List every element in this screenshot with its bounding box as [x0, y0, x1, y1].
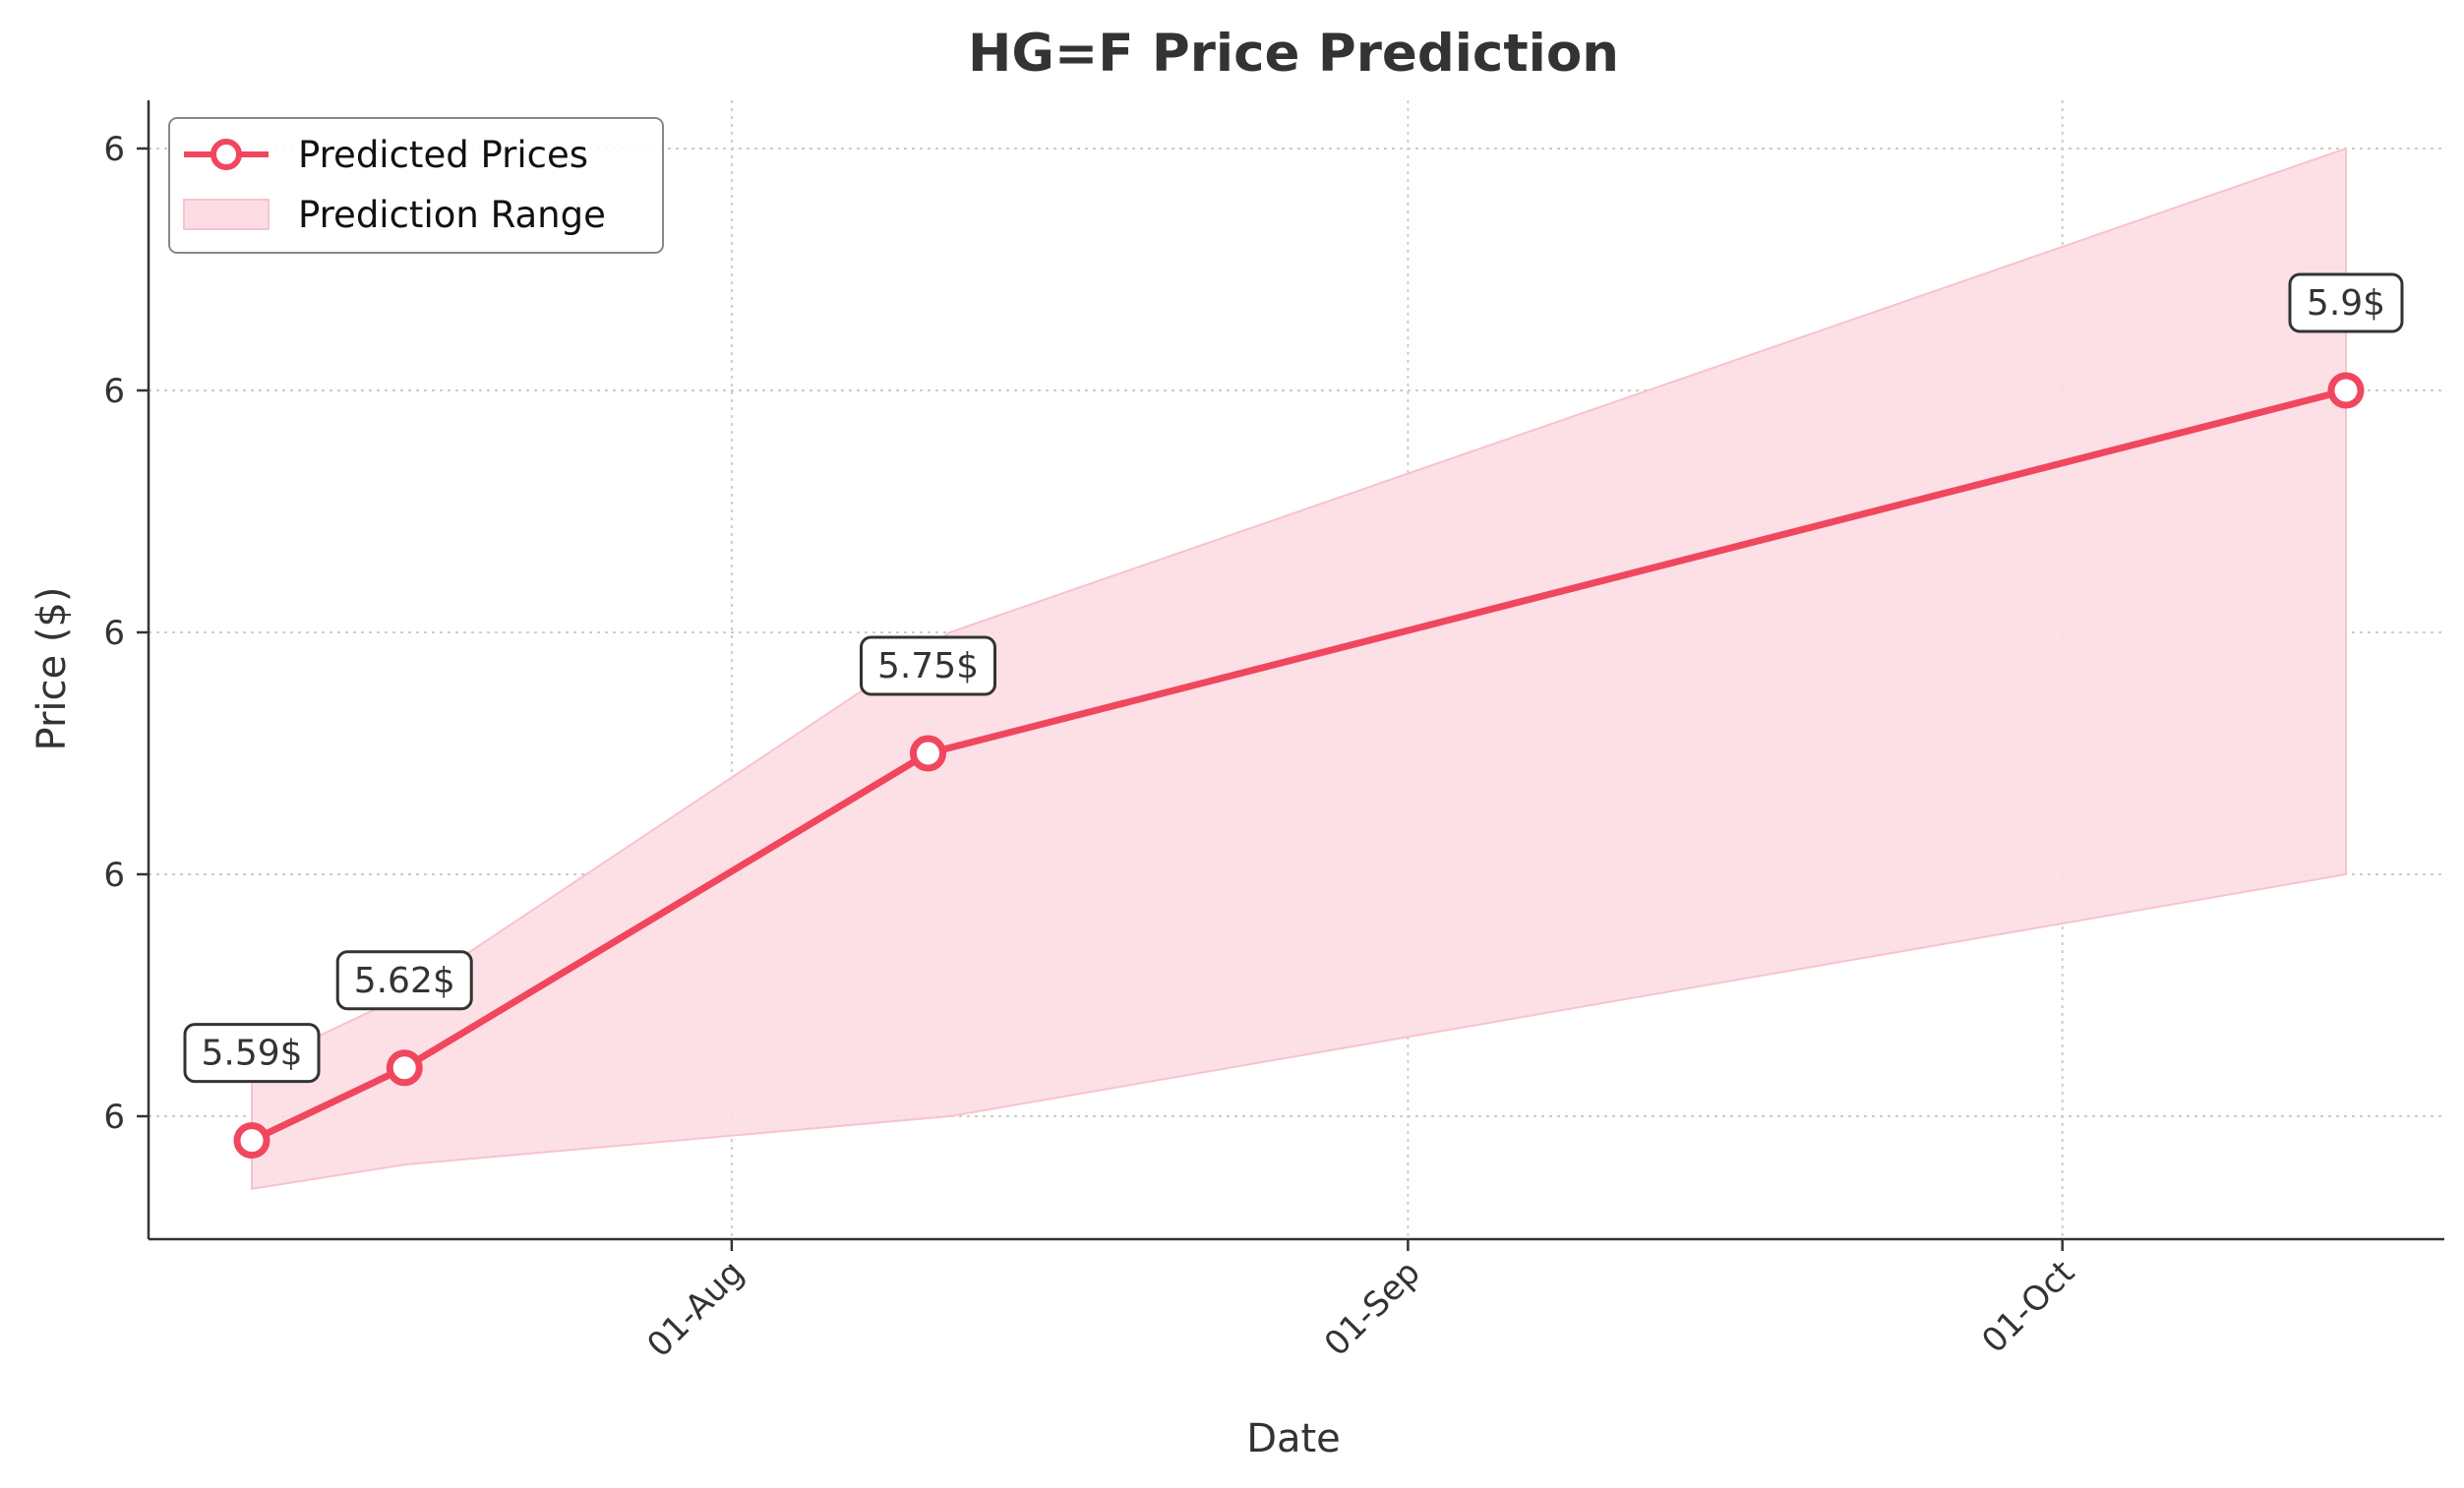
- data-point-marker: [909, 735, 946, 772]
- data-label-box: [335, 950, 473, 1011]
- data-label-box: [859, 635, 996, 696]
- data-label-text: 5.62$: [354, 961, 455, 1001]
- data-label-text: 5.75$: [877, 646, 979, 686]
- y-tick-label: 6: [103, 856, 125, 895]
- y-tick-label: 6: [103, 1098, 125, 1137]
- x-tick-label: 01-Oct: [1974, 1253, 2082, 1361]
- predicted-prices-path: [250, 387, 2347, 1144]
- legend-box: [168, 117, 664, 254]
- x-axis-label: Date: [1246, 1416, 1341, 1461]
- legend-label-predicted: Predicted Prices: [298, 134, 588, 176]
- y-axis-label: Price ($): [30, 587, 75, 751]
- y-tick-label: 6: [103, 614, 125, 653]
- data-label: 5.59$: [183, 1023, 321, 1084]
- x-tick-label: 01-Sep: [1317, 1253, 1428, 1364]
- data-point-marker: [2327, 372, 2365, 409]
- legend-band-swatch: [183, 199, 270, 230]
- prediction-range-band: [251, 147, 2347, 1190]
- data-label-box: [183, 1023, 321, 1084]
- x-axis-ticks: 01-Aug 01-Sep 01-Oct: [639, 1239, 2082, 1365]
- y-tick-label: 6: [103, 130, 125, 169]
- y-axis-ticks: 6 6 6 6 6: [103, 130, 149, 1137]
- data-point-marker: [233, 1122, 270, 1160]
- legend: Predicted Prices Prediction Range: [168, 117, 664, 254]
- data-label-text: 5.59$: [201, 1034, 302, 1074]
- prediction-range-area: [251, 147, 2347, 1190]
- chart-title: HG=F Price Prediction: [968, 24, 1619, 84]
- data-label: 5.62$: [335, 950, 473, 1011]
- data-labels: 5.59$ 5.62$ 5.75$ 5.9$: [183, 272, 2404, 1084]
- data-label-box: [2288, 272, 2404, 333]
- x-tick-label: 01-Aug: [639, 1253, 751, 1365]
- data-label-text: 5.9$: [2307, 283, 2385, 324]
- y-tick-label: 6: [103, 372, 125, 411]
- legend-label-range: Prediction Range: [298, 194, 606, 236]
- data-point-marker: [386, 1049, 423, 1087]
- data-label: 5.75$: [859, 635, 996, 696]
- data-label: 5.9$: [2288, 272, 2404, 333]
- legend-marker-icon: [210, 139, 242, 170]
- predicted-prices-line: [233, 372, 2365, 1160]
